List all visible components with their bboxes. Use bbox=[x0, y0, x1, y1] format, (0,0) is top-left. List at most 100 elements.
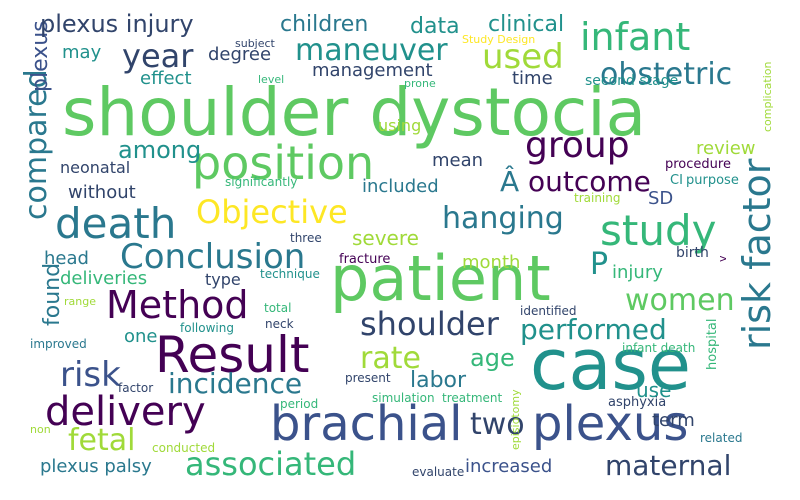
word-study: study bbox=[600, 206, 717, 255]
word-infant-death: infant death bbox=[622, 341, 696, 355]
word-deliveries: deliveries bbox=[60, 268, 148, 289]
word-purpose: purpose bbox=[686, 173, 739, 188]
word-risk-factor: risk factor bbox=[735, 158, 779, 350]
word-among: among bbox=[118, 136, 202, 164]
word-one: one bbox=[124, 326, 158, 347]
word-infant: infant bbox=[580, 15, 691, 59]
word-data: data bbox=[410, 14, 460, 39]
word-children: children bbox=[280, 12, 369, 37]
word-fracture: fracture bbox=[339, 252, 391, 267]
word-level: level bbox=[258, 73, 285, 86]
word-injury: injury bbox=[612, 262, 663, 283]
word-neck: neck bbox=[265, 317, 294, 331]
word-result: Result bbox=[155, 326, 310, 384]
word-objective: Objective bbox=[196, 193, 348, 231]
word-prone: prone bbox=[404, 77, 436, 90]
word-risk: risk bbox=[60, 355, 121, 395]
word-a-accent: Â bbox=[500, 165, 520, 198]
word-significantly: significantly bbox=[225, 175, 298, 189]
word-brachial: brachial bbox=[270, 396, 463, 452]
word-hospital: hospital bbox=[705, 318, 720, 370]
word-severe: severe bbox=[352, 226, 419, 250]
word-mean: mean bbox=[432, 150, 484, 171]
word-plexus: plexus bbox=[532, 396, 689, 452]
word-used: used bbox=[482, 37, 564, 77]
word-position: position bbox=[192, 136, 375, 190]
word-total: total bbox=[264, 301, 292, 315]
word-patient: patient bbox=[330, 242, 551, 315]
word-method: Method bbox=[106, 283, 249, 327]
word-use: use bbox=[636, 378, 672, 402]
word-treatment: treatment bbox=[442, 391, 503, 405]
word-outcome: outcome bbox=[528, 165, 651, 198]
word-labor: labor bbox=[410, 368, 467, 393]
word-included: included bbox=[362, 176, 439, 197]
word-complication: complication bbox=[761, 61, 774, 132]
word-management: management bbox=[312, 60, 433, 81]
word-without: without bbox=[68, 182, 136, 203]
word-range: range bbox=[64, 295, 96, 308]
word-factor: factor bbox=[118, 381, 154, 395]
word-episiotomy: episiotomy bbox=[509, 389, 522, 450]
word-identified: identified bbox=[520, 304, 577, 318]
word-asphyxia: asphyxia bbox=[608, 395, 667, 410]
word-hanging: hanging bbox=[442, 201, 564, 236]
word-year: year bbox=[122, 37, 194, 75]
word-three: three bbox=[290, 231, 322, 245]
word-procedure: procedure bbox=[665, 157, 731, 172]
word-non: non bbox=[30, 423, 51, 436]
word-age: age bbox=[470, 344, 515, 372]
word-clinical: clinical bbox=[488, 12, 565, 37]
word-study-design: Study Design bbox=[462, 33, 536, 46]
word-head: head bbox=[44, 248, 89, 269]
word-delivery: delivery bbox=[45, 389, 206, 435]
word-two: two bbox=[470, 407, 525, 442]
word-improved: improved bbox=[30, 337, 87, 351]
word-simulation: simulation bbox=[372, 391, 435, 405]
word-fetal: fetal bbox=[68, 423, 136, 458]
word-p: P bbox=[590, 247, 609, 282]
word-related: related bbox=[700, 431, 743, 445]
word-incidence: incidence bbox=[168, 367, 303, 400]
word-may: may bbox=[62, 42, 102, 63]
word-plexus-palsy: plexus palsy bbox=[40, 456, 152, 477]
word-present: present bbox=[345, 371, 391, 385]
word-training: training bbox=[574, 191, 621, 205]
word-death: death bbox=[55, 199, 177, 248]
word-increased: increased bbox=[465, 456, 553, 477]
word-associated: associated bbox=[185, 445, 357, 483]
word-type: type bbox=[205, 270, 241, 289]
word-performed: performed bbox=[520, 313, 667, 346]
word-review: review bbox=[696, 138, 756, 159]
word-time: time bbox=[512, 68, 553, 89]
word-using: using bbox=[378, 116, 422, 135]
word-rate: rate bbox=[360, 341, 421, 376]
word-women: women bbox=[625, 283, 735, 318]
word-second-stage: second stage bbox=[585, 73, 679, 89]
word-following: following bbox=[180, 321, 234, 335]
word-degree: degree bbox=[208, 44, 272, 65]
word-birth: birth bbox=[676, 245, 709, 261]
word-evaluate: evaluate bbox=[412, 465, 465, 479]
word-conducted: conducted bbox=[152, 441, 216, 455]
word-conclusion: Conclusion bbox=[120, 237, 306, 277]
word-maternal: maternal bbox=[605, 449, 732, 482]
word-month: month bbox=[462, 252, 521, 273]
word-period: period bbox=[280, 397, 319, 411]
word-obstetric: obstetric bbox=[600, 57, 733, 92]
word-technique: technique bbox=[260, 267, 320, 281]
word-neonatal: neonatal bbox=[60, 158, 131, 177]
word-case: case bbox=[530, 324, 691, 406]
word-ci: CI bbox=[670, 173, 683, 188]
word-maneuver: maneuver bbox=[295, 33, 448, 68]
word-v: v bbox=[716, 255, 729, 262]
word-group: group bbox=[525, 125, 630, 166]
word-subject: subject bbox=[235, 37, 275, 50]
word-sd: SD bbox=[648, 188, 674, 209]
word-shoulder-dystocia: shoulder dystocia bbox=[62, 74, 647, 151]
word-term: term bbox=[652, 410, 695, 431]
word-effect: effect bbox=[140, 68, 192, 89]
word-shoulder: shoulder bbox=[360, 305, 499, 343]
word-plexus-injury: plexus injury bbox=[40, 10, 194, 38]
